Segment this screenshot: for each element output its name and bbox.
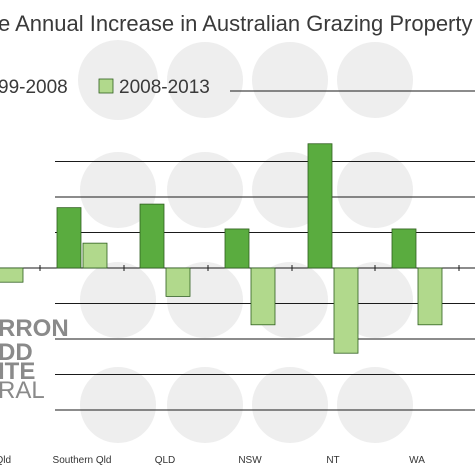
bar-2-2	[82, 242, 108, 269]
chart-title: e Annual Increase in Australian Grazing …	[0, 11, 473, 36]
bar-1-3	[139, 203, 165, 269]
bar-2-3	[165, 267, 191, 297]
watermark-logo-shapes	[78, 40, 413, 443]
watermark-line-2: DD	[0, 339, 33, 366]
watermark-blob	[80, 262, 156, 338]
watermark-blob	[167, 152, 243, 228]
bar-1-6	[391, 228, 417, 269]
watermark-blob	[252, 42, 328, 118]
watermark-blob	[337, 367, 413, 443]
bar-2-1	[0, 267, 24, 283]
x-tick-label: al Qld	[0, 455, 11, 466]
legend: 99-2008 2008-2013	[0, 77, 210, 98]
watermark-blob	[167, 367, 243, 443]
watermark-blob	[252, 367, 328, 443]
legend-label-series-2: 2008-2013	[119, 77, 210, 98]
bar-2-6	[417, 267, 443, 326]
watermark-line-3: ITE	[0, 358, 35, 385]
x-tick-label: NT	[326, 455, 339, 466]
x-tick-label: WA	[409, 455, 425, 466]
legend-label-series-1: 99-2008	[0, 77, 68, 98]
watermark-blob	[80, 367, 156, 443]
x-tick-label: Southern Qld	[53, 455, 112, 466]
bar-1-2	[56, 207, 82, 269]
bar-2-5	[333, 267, 359, 354]
watermark-blob	[78, 40, 158, 120]
watermark-line-1: RRON	[0, 315, 69, 342]
watermark-blob	[167, 42, 243, 118]
bar-1-4	[224, 228, 250, 269]
bars	[0, 143, 443, 354]
x-axis-ticks: al Qld Southern Qld QLD NSW NT WA	[0, 265, 460, 466]
bar-2-4	[250, 267, 276, 326]
legend-swatch-series-2	[98, 78, 114, 94]
x-tick-label: QLD	[155, 455, 176, 466]
watermark-blob	[80, 152, 156, 228]
x-tick-label: NSW	[238, 455, 262, 466]
bar-1-5	[307, 143, 333, 269]
watermark-blob	[337, 42, 413, 118]
watermark-blob	[337, 152, 413, 228]
watermark-text: RRON DD ITE RAL	[0, 315, 69, 404]
watermark-line-4: RAL	[0, 377, 45, 404]
